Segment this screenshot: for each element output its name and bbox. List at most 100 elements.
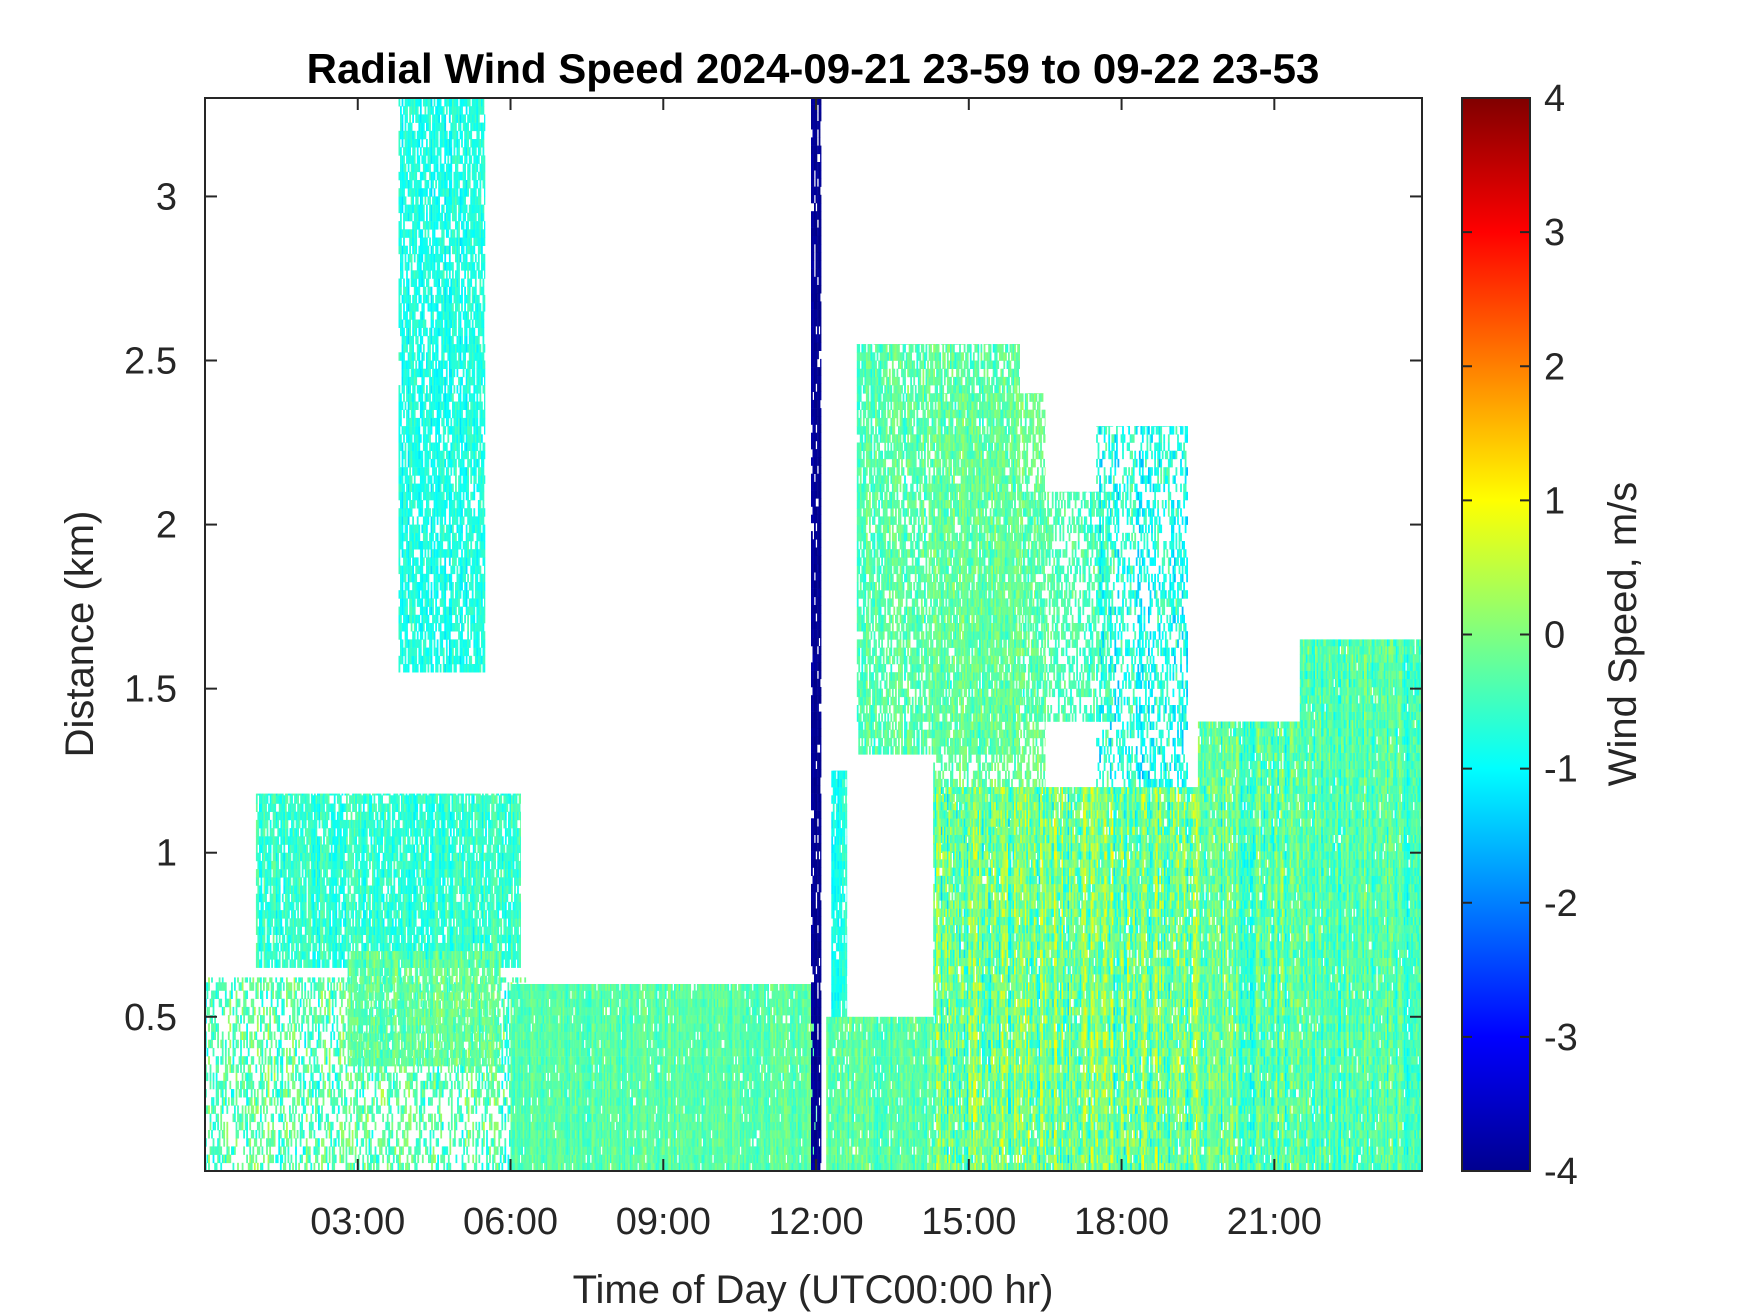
heatmap-cell [262, 991, 264, 1000]
heatmap-cell [319, 959, 321, 968]
heatmap-cell [334, 794, 336, 796]
heatmap-cell [302, 918, 304, 927]
heatmap-cell [378, 1155, 380, 1164]
heatmap-cell [323, 1023, 325, 1032]
heatmap-cell [257, 820, 259, 829]
heatmap-cell [242, 977, 244, 982]
heatmap-cell [306, 804, 308, 813]
heatmap-cell [341, 1081, 343, 1090]
heatmap-cell [236, 1138, 238, 1147]
heatmap-cell [332, 999, 334, 1008]
heatmap-cell [312, 918, 314, 927]
heatmap-cell [434, 1114, 436, 1123]
heatmap-cell [434, 1122, 436, 1131]
heatmap-cell [217, 1064, 219, 1073]
heatmap-cell [329, 991, 331, 1000]
heatmap-cell [291, 1155, 293, 1164]
heatmap-cell [340, 877, 342, 886]
heatmap-cell [482, 1146, 484, 1155]
heatmap-cell [277, 1073, 279, 1082]
heatmap-cell [252, 1155, 254, 1164]
heatmap-cell [373, 1155, 375, 1164]
heatmap-cell [252, 1056, 254, 1065]
heatmap-cell [367, 1073, 369, 1082]
heatmap-cell [367, 853, 369, 862]
heatmap-cell [273, 845, 275, 854]
heatmap-cell [346, 1073, 348, 1082]
heatmap-cell [282, 794, 284, 796]
heatmap-cell [231, 991, 233, 1000]
heatmap-cell [357, 918, 359, 927]
heatmap-cell [240, 1040, 242, 1049]
heatmap-cell [460, 1138, 462, 1147]
heatmap-cell [367, 902, 369, 911]
heatmap-cell [318, 1032, 320, 1041]
heatmap-cell [342, 910, 344, 919]
heatmap-cell [240, 1032, 242, 1041]
heatmap-cell [268, 935, 270, 944]
heatmap-cell [246, 1073, 248, 1082]
heatmap-cell [355, 804, 357, 813]
heatmap-cell [268, 918, 270, 927]
heatmap-cell [329, 804, 331, 813]
heatmap-cell [472, 1122, 474, 1131]
heatmap-cell [351, 877, 353, 886]
heatmap-cell [339, 982, 341, 991]
heatmap-cell [318, 977, 320, 982]
heatmap-cell [398, 1105, 400, 1114]
heatmap-cell [384, 1073, 386, 1082]
heatmap-cell [281, 1114, 283, 1123]
heatmap-cell [323, 1138, 325, 1147]
heatmap-cell [334, 910, 336, 919]
heatmap-cell [302, 869, 304, 878]
heatmap-cell [388, 1097, 390, 1106]
heatmap-cell [339, 1056, 341, 1065]
heatmap-cell [385, 1146, 387, 1155]
heatmap-cell [262, 836, 264, 845]
heatmap-cell [350, 1114, 352, 1123]
heatmap-cell [506, 1007, 508, 1016]
heatmap-cell [339, 1122, 341, 1131]
heatmap-cell [457, 1097, 459, 1106]
heatmap-cell [312, 959, 314, 968]
heatmap-cell [468, 1130, 470, 1139]
heatmap-cell [270, 853, 272, 862]
heatmap-cell [237, 1105, 239, 1114]
heatmap-cell [273, 804, 275, 813]
heatmap-cell [367, 918, 369, 927]
heatmap-cell [422, 1114, 424, 1123]
heatmap-cell [257, 902, 259, 911]
heatmap-cell [312, 820, 314, 829]
heatmap-cell [228, 1048, 230, 1057]
heatmap-cell [261, 886, 263, 895]
heatmap-cell [287, 918, 289, 927]
heatmap-cell [367, 794, 369, 796]
heatmap-cell [349, 886, 351, 895]
heatmap-cell [314, 991, 316, 1000]
heatmap-cell [268, 1138, 270, 1147]
heatmap-cell [454, 1081, 456, 1090]
heatmap-cell [281, 1081, 283, 1090]
heatmap-cell [290, 959, 292, 968]
heatmap-cell [246, 991, 248, 1000]
heatmap-cell [472, 1138, 474, 1147]
heatmap-cell [357, 943, 359, 952]
heatmap-cell [273, 861, 275, 870]
heatmap-cell [343, 1048, 345, 1057]
heatmap-cell [335, 1155, 337, 1164]
heatmap-cell [390, 1146, 392, 1155]
heatmap-cell [318, 1015, 320, 1024]
heatmap-cell [225, 1089, 227, 1098]
heatmap-cell [288, 1023, 290, 1032]
heatmap-cell [347, 1073, 349, 1082]
heatmap-cell [317, 853, 319, 862]
heatmap-cell [320, 1040, 322, 1049]
heatmap-cell [315, 1023, 317, 1032]
heatmap-cell [363, 853, 365, 862]
heatmap-cell [508, 982, 510, 991]
heatmap-cell [422, 1155, 424, 1164]
heatmap-cell [207, 1155, 209, 1164]
heatmap-cell [399, 1122, 401, 1131]
heatmap-cell [306, 1146, 308, 1155]
heatmap-cell [373, 1097, 375, 1106]
